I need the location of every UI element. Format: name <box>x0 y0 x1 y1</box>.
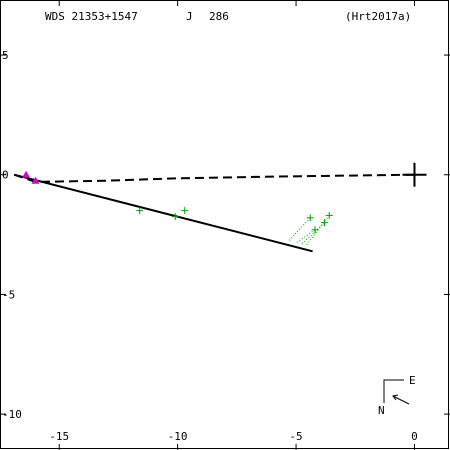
y-tick-label: 5 <box>2 49 9 62</box>
y-tick-label: -10 <box>2 408 22 421</box>
residual-line <box>305 215 330 247</box>
wds-designation: WDS 21353+1547 <box>45 10 138 23</box>
compass-east-label: E <box>409 374 416 387</box>
observation-plus <box>171 213 179 221</box>
line-of-nodes-path <box>13 173 415 183</box>
observation-points <box>22 170 333 234</box>
observation-plus <box>320 219 328 227</box>
observation-triangle <box>22 170 31 178</box>
y-tick-label: -5 <box>2 288 15 301</box>
orbit-reference: (Hrt2017a) <box>345 10 411 23</box>
x-tick-label: -10 <box>168 430 188 443</box>
observation-plus <box>181 207 189 215</box>
orbit-path <box>13 173 313 253</box>
y-tick-label: 0 <box>2 169 9 182</box>
compass-north-label: N <box>378 404 385 417</box>
observation-plus <box>306 214 314 222</box>
residual-line <box>288 217 311 241</box>
discoverer-number: 286 <box>209 10 229 23</box>
observation-plus <box>325 211 333 219</box>
motion-arrow-head <box>392 394 399 401</box>
compass-axes <box>383 379 404 403</box>
compass: E N <box>378 374 416 417</box>
residual-line <box>300 222 325 246</box>
residual-lines <box>288 215 330 247</box>
primary-star <box>402 162 427 187</box>
axis-tick-labels: 5 0 -5 -10 -15 -10 -5 0 <box>2 49 418 443</box>
observation-plus <box>136 207 144 215</box>
x-tick-label: 0 <box>411 430 418 443</box>
x-tick-label: -15 <box>49 430 69 443</box>
line-of-nodes <box>13 173 415 183</box>
x-tick-label: -5 <box>289 430 302 443</box>
discoverer-code: J <box>186 10 193 23</box>
observation-triangle <box>31 176 40 184</box>
observation-plus <box>311 226 319 234</box>
orbit-arc <box>13 173 313 253</box>
motion-arrow <box>392 395 410 405</box>
residual-line <box>295 229 316 244</box>
